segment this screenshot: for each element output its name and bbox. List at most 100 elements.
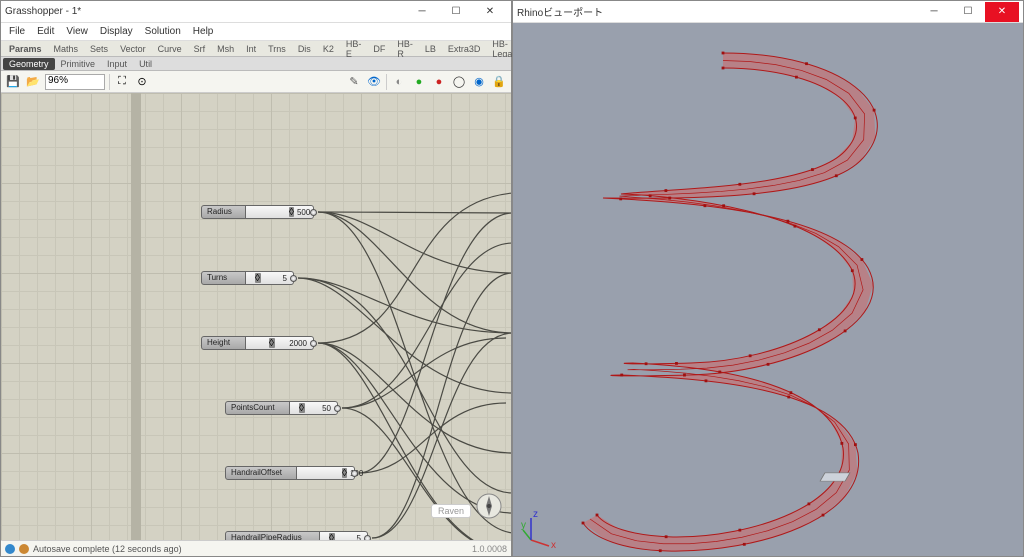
svg-text:x: x [551,540,556,548]
slider-output[interactable] [290,275,297,282]
gh-canvas[interactable]: Radius◊500Turns◊5Height◊2000PointsCount◊… [1,93,511,540]
gh-menubar: FileEditViewDisplaySolutionHelp [1,23,511,41]
slider-track[interactable]: ◊100 [297,466,355,480]
gh-titlebar[interactable]: Grasshopper - 1* ─ ☐ ✕ [1,1,511,23]
rh-titlebar[interactable]: Rhinoビューポート ─ ☐ ✕ [513,1,1023,23]
ground-plane [819,473,850,482]
tab-srf[interactable]: Srf [188,43,212,55]
rhino-window: Rhinoビューポート ─ ☐ ✕ x y z [512,0,1024,557]
rhino-viewport[interactable]: x y z [513,23,1023,556]
status-dot-1[interactable] [5,544,15,554]
slider-grip[interactable]: ◊ [329,533,335,540]
open-icon[interactable]: 📂 [25,74,41,90]
rh-title: Rhinoビューポート [517,4,917,19]
rh-maximize-button[interactable]: ☐ [951,2,985,22]
slider-label: Turns [201,271,246,285]
menu-edit[interactable]: Edit [31,26,60,37]
slider-output[interactable] [351,470,358,477]
slider-value: 5 [354,534,364,541]
tab-maths[interactable]: Maths [48,43,85,55]
slider-output[interactable] [310,340,317,347]
tab-extra3d[interactable]: Extra3D [442,43,487,55]
slider-value: 2000 [286,339,310,348]
slider-grip[interactable]: ◊ [299,403,305,413]
focus-icon[interactable]: ⊙ [134,74,150,90]
gh-title: Grasshopper - 1* [5,6,405,17]
slider-track[interactable]: ◊500 [246,205,314,219]
slider-label: Radius [201,205,246,219]
close-button[interactable]: ✕ [473,2,507,22]
raven-watermark: Raven [431,504,471,518]
save-icon[interactable]: 💾 [5,74,21,90]
gh-toolbar: 💾 📂 96% ⛶ ⊙ ✎ 👁 ◐ ● ● ◯ ◉ 🔒 [1,71,511,93]
status-text: Autosave complete (12 seconds ago) [33,544,468,554]
slider-pointscount[interactable]: PointsCount ◊ 50 [225,401,341,415]
preview-icon[interactable]: 👁 [366,74,382,90]
group-band [131,93,141,540]
tab-dis[interactable]: Dis [292,43,317,55]
lock-icon[interactable]: 🔒 [491,74,507,90]
toggle3-icon[interactable]: ● [431,74,447,90]
rh-close-button[interactable]: ✕ [985,2,1019,22]
tab-sets[interactable]: Sets [84,43,114,55]
maximize-button[interactable]: ☐ [439,2,473,22]
tab-curve[interactable]: Curve [152,43,188,55]
slider-grip[interactable]: ◊ [269,338,275,348]
sketch-icon[interactable]: ✎ [346,74,362,90]
toggle1-icon[interactable]: ◐ [391,74,407,90]
menu-help[interactable]: Help [187,26,220,37]
status-dot-2[interactable] [19,544,29,554]
slider-track[interactable]: ◊ 50 [290,401,338,415]
slider-track[interactable]: ◊5 [246,271,294,285]
slider-label: Height [201,336,246,350]
tab-int[interactable]: Int [240,43,262,55]
tab-params[interactable]: Params [3,43,48,55]
slider-label: HandrailPipeRadius [225,531,320,540]
subtab-input[interactable]: Input [101,58,133,70]
menu-view[interactable]: View [60,26,94,37]
rh-minimize-button[interactable]: ─ [917,2,951,22]
slider-output[interactable] [310,209,317,216]
shade-icon[interactable]: ◉ [471,74,487,90]
grasshopper-window: Grasshopper - 1* ─ ☐ ✕ FileEditViewDispl… [0,0,512,557]
tab-trns[interactable]: Trns [262,43,292,55]
slider-track[interactable]: ◊ 2000 [246,336,314,350]
slider-output[interactable] [364,535,371,541]
slider-label: PointsCount [225,401,290,415]
wire-icon[interactable]: ◯ [451,74,467,90]
svg-text:z: z [533,509,538,520]
slider-handrailoffset[interactable]: HandrailOffset◊100 [225,466,358,480]
axis-gizmo[interactable]: x y z [521,508,561,548]
minimize-button[interactable]: ─ [405,2,439,22]
gh-tabbar: ParamsMathsSetsVectorCurveSrfMshIntTrnsD… [1,41,511,57]
slider-handrailpiperadius[interactable]: HandrailPipeRadius◊5 [225,531,371,540]
slider-track[interactable]: ◊5 [320,531,368,540]
subtab-util[interactable]: Util [133,58,158,70]
zoom-input[interactable]: 96% [45,74,105,90]
tab-lb[interactable]: LB [419,43,442,55]
version-text: 1.0.0008 [472,544,507,554]
tab-df[interactable]: DF [367,43,391,55]
slider-label: HandrailOffset [225,466,297,480]
slider-height[interactable]: Height ◊ 2000 [201,336,317,350]
compass-icon[interactable] [475,492,503,520]
menu-file[interactable]: File [3,26,31,37]
subtab-geometry[interactable]: Geometry [3,58,55,70]
tab-vector[interactable]: Vector [114,43,152,55]
slider-radius[interactable]: Radius◊500 [201,205,317,219]
menu-display[interactable]: Display [94,26,139,37]
subtab-primitive[interactable]: Primitive [55,58,102,70]
gh-subtabbar: GeometryPrimitiveInputUtil [1,57,511,71]
slider-value: 50 [319,404,334,413]
slider-grip[interactable]: ◊ [255,273,261,283]
menu-solution[interactable]: Solution [139,26,187,37]
zoom-extents-icon[interactable]: ⛶ [114,74,130,90]
gh-statusbar: Autosave complete (12 seconds ago) 1.0.0… [1,540,511,556]
tab-msh[interactable]: Msh [211,43,240,55]
slider-output[interactable] [334,405,341,412]
slider-value: 5 [280,274,290,283]
toggle2-icon[interactable]: ● [411,74,427,90]
tab-k2[interactable]: K2 [317,43,340,55]
slider-turns[interactable]: Turns◊5 [201,271,297,285]
svg-text:y: y [521,520,526,531]
